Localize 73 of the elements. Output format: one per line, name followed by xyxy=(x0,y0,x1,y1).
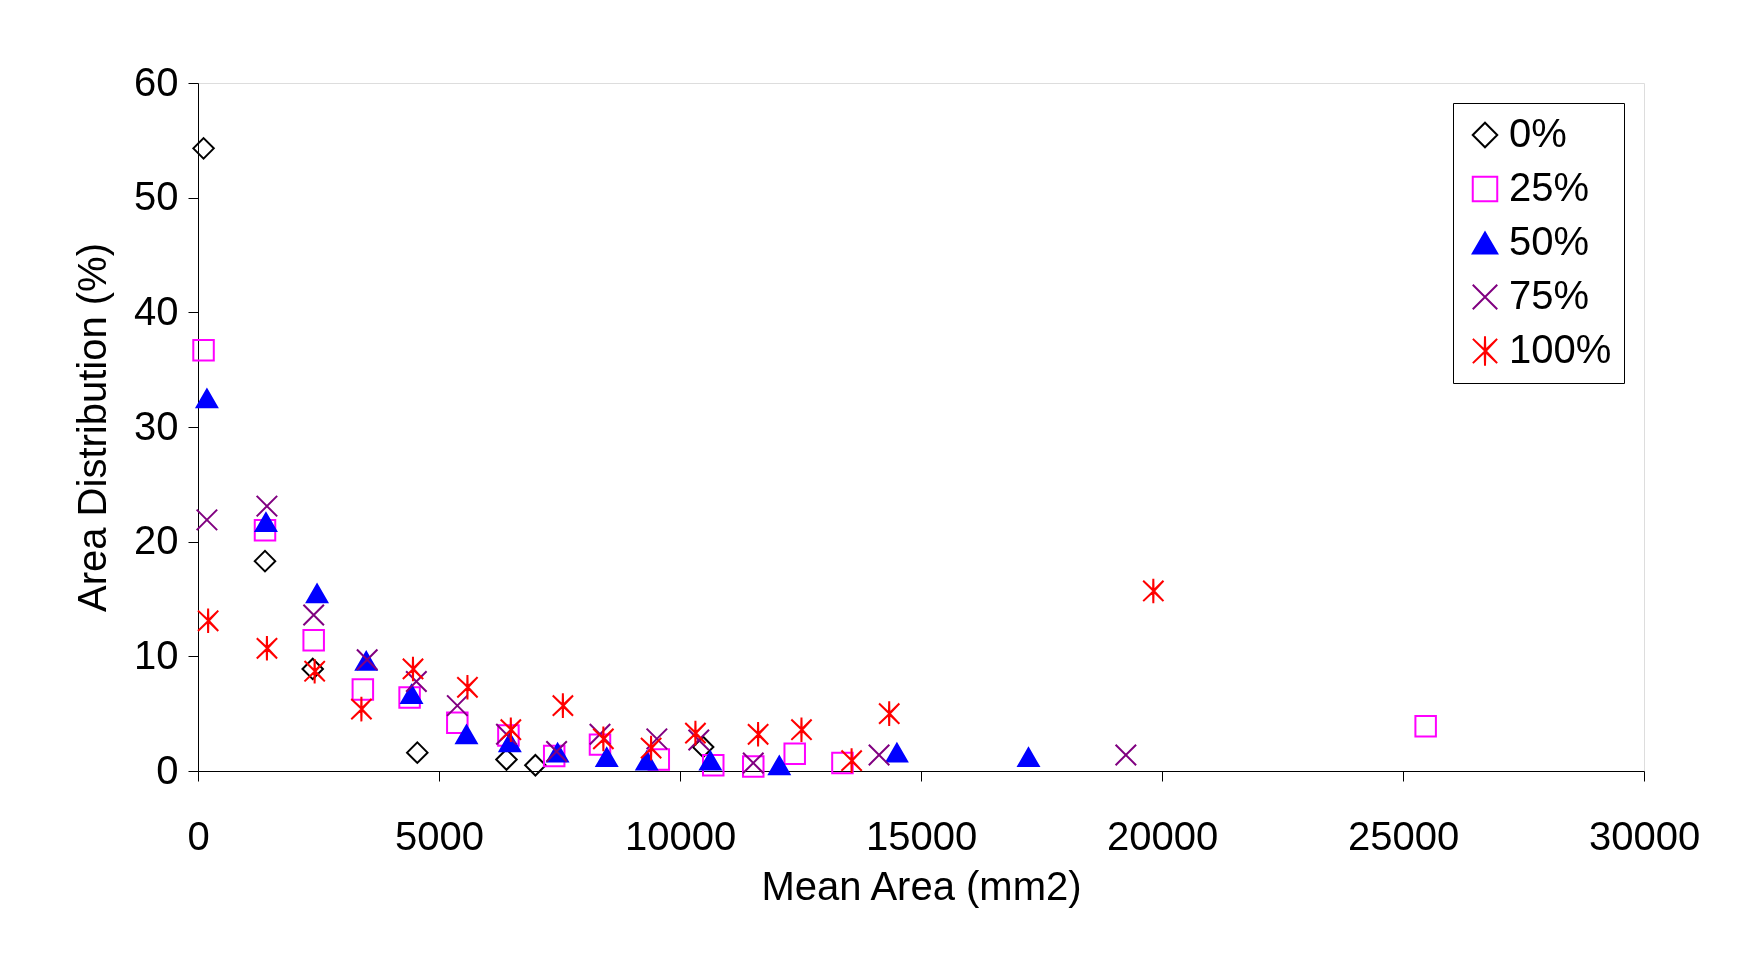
point xyxy=(687,728,711,752)
point xyxy=(885,742,909,763)
point xyxy=(351,678,375,701)
point xyxy=(840,747,863,774)
point xyxy=(595,747,618,768)
point xyxy=(195,388,219,409)
x-tick-label: 20000 xyxy=(1106,813,1219,858)
point xyxy=(542,744,566,768)
y-tick-label: 10 xyxy=(134,632,179,677)
point xyxy=(305,583,329,604)
point xyxy=(253,549,277,573)
point xyxy=(691,735,715,759)
point xyxy=(446,711,469,735)
point xyxy=(405,670,428,693)
point xyxy=(192,338,215,362)
point xyxy=(196,607,220,635)
point xyxy=(350,695,373,723)
point xyxy=(195,508,219,532)
point xyxy=(1017,747,1040,768)
point xyxy=(592,725,615,753)
point xyxy=(702,754,725,777)
legend-label: 100% xyxy=(1509,327,1612,371)
point xyxy=(588,733,612,756)
x-axis-title: Mean Area (mm2) xyxy=(761,863,1082,908)
point xyxy=(401,655,425,683)
point xyxy=(456,674,479,701)
point xyxy=(878,700,901,727)
y-tick-label: 60 xyxy=(134,59,179,104)
point xyxy=(551,692,575,719)
point xyxy=(647,748,671,771)
point xyxy=(302,629,325,652)
point xyxy=(645,727,669,751)
point xyxy=(639,734,663,762)
point xyxy=(255,494,279,518)
point xyxy=(406,741,429,764)
x-tick-label: 15000 xyxy=(865,813,978,858)
y-tick-label: 0 xyxy=(156,747,179,792)
y-tick-label: 40 xyxy=(134,288,179,333)
point xyxy=(790,716,813,744)
point xyxy=(499,716,522,744)
point xyxy=(254,512,278,533)
x-tick-label: 30000 xyxy=(1588,813,1701,858)
point xyxy=(1414,715,1437,738)
point xyxy=(635,750,658,771)
point xyxy=(302,603,325,627)
legend-label: 50% xyxy=(1509,219,1590,263)
point xyxy=(867,743,891,767)
legend-label: 75% xyxy=(1509,273,1590,317)
point xyxy=(255,635,279,662)
point xyxy=(783,742,806,766)
x-tick-label: 10000 xyxy=(624,813,737,858)
legend-label: 25% xyxy=(1509,165,1590,209)
point xyxy=(588,723,612,746)
y-tick-label: 30 xyxy=(134,403,179,448)
point xyxy=(746,721,770,748)
x-tick-label: 5000 xyxy=(395,813,484,858)
point xyxy=(192,137,215,160)
point xyxy=(1142,577,1165,605)
point xyxy=(524,754,547,777)
point xyxy=(1114,743,1138,767)
point xyxy=(253,518,277,542)
x-tick-label: 0 xyxy=(187,813,210,858)
y-axis-title: Area Distribution (%) xyxy=(70,242,115,613)
point xyxy=(768,755,791,776)
point xyxy=(446,694,469,717)
point xyxy=(455,724,478,745)
point xyxy=(684,719,707,747)
y-tick-label: 20 xyxy=(134,518,179,563)
x-tick-label: 25000 xyxy=(1347,813,1460,858)
point xyxy=(699,750,722,771)
legend-label: 0% xyxy=(1509,111,1567,155)
point xyxy=(831,751,854,775)
y-tick-label: 50 xyxy=(134,174,179,219)
